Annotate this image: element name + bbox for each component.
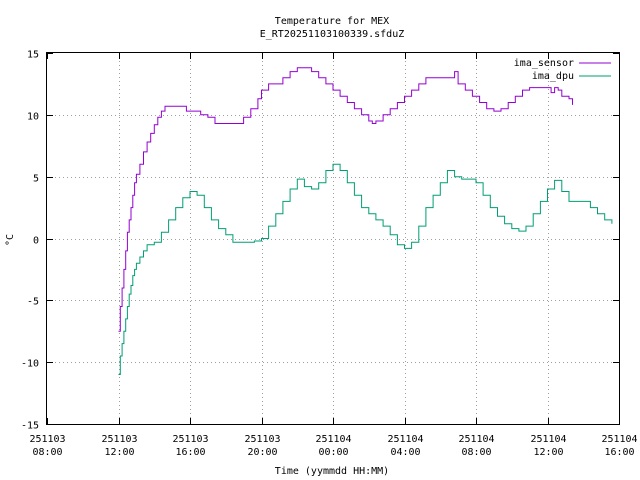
axis-ticks: -15 -10 -5 0 5 10 15 251103 08:00 251103 12:00 2511… xyxy=(21,50,638,459)
grid-lines xyxy=(47,53,619,424)
series-line-ima-dpu xyxy=(118,163,613,375)
series-line-ima-sensor xyxy=(118,67,573,332)
x-tick-date-label: 251103 xyxy=(244,434,280,445)
x-tick-time-label: 16:00 xyxy=(175,447,205,458)
x-tick-time-label: 08:00 xyxy=(32,447,62,458)
y-tick-label: 0 xyxy=(33,236,39,247)
y-tick-label: 15 xyxy=(27,50,39,61)
x-tick-date-label: 251104 xyxy=(315,434,351,445)
x-tick-time-label: 08:00 xyxy=(461,447,491,458)
x-tick-time-label: 00:00 xyxy=(318,447,348,458)
x-tick-time-label: 04:00 xyxy=(390,447,420,458)
x-tick-time-label: 20:00 xyxy=(247,447,277,458)
y-axis-label: °C xyxy=(5,234,16,246)
y-tick-label: -10 xyxy=(21,359,39,370)
legend: ima_sensor ima_dpu xyxy=(514,58,611,82)
series-lines xyxy=(118,67,613,375)
x-tick-time-label: 16:00 xyxy=(604,447,634,458)
x-tick-date-label: 251103 xyxy=(172,434,208,445)
y-tick-label: -15 xyxy=(21,421,39,432)
x-tick-time-label: 12:00 xyxy=(533,447,563,458)
y-tick-label: -5 xyxy=(27,297,39,308)
chart-subtitle: E_RT20251103100339.sfduZ xyxy=(260,29,405,40)
x-tick-date-label: 251103 xyxy=(29,434,65,445)
y-tick-label: 10 xyxy=(27,112,39,123)
x-tick-date-label: 251104 xyxy=(387,434,423,445)
x-tick-time-label: 12:00 xyxy=(104,447,134,458)
x-tick-date-label: 251104 xyxy=(601,434,637,445)
plot-frame xyxy=(46,52,620,425)
x-tick-date-label: 251104 xyxy=(458,434,494,445)
x-tick-date-label: 251103 xyxy=(101,434,137,445)
chart-title: Temperature for MEX xyxy=(275,16,389,27)
legend-label-ima-dpu: ima_dpu xyxy=(532,71,574,82)
x-tick-date-label: 251104 xyxy=(530,434,566,445)
legend-label-ima-sensor: ima_sensor xyxy=(514,58,574,69)
y-tick-label: 5 xyxy=(33,174,39,185)
x-axis-label: Time (yymmdd HH:MM) xyxy=(275,466,389,477)
